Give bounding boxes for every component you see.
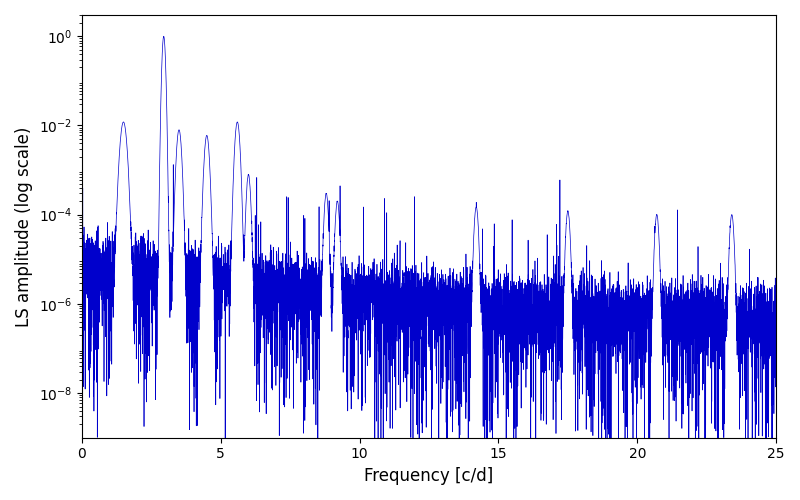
- Y-axis label: LS amplitude (log scale): LS amplitude (log scale): [15, 126, 33, 326]
- X-axis label: Frequency [c/d]: Frequency [c/d]: [364, 467, 494, 485]
